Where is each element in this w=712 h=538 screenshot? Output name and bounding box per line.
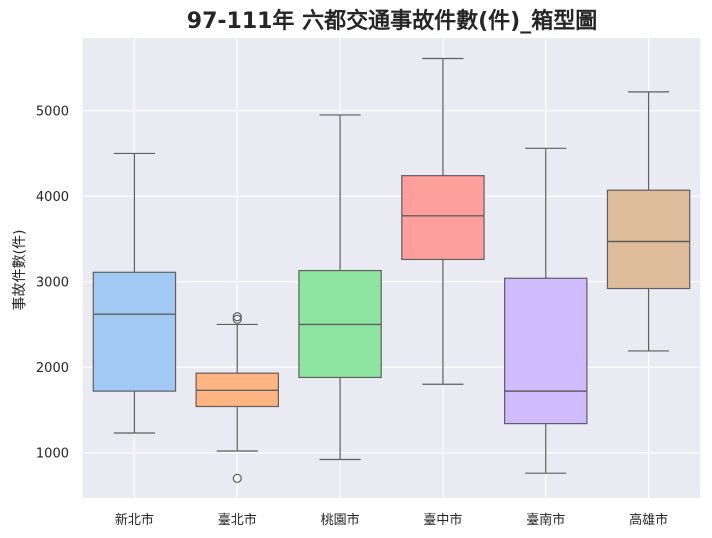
box-1	[92, 152, 177, 434]
x-tick-label: 臺中市	[423, 512, 462, 528]
outlier-point	[232, 314, 242, 324]
box-5	[504, 147, 588, 474]
box-2	[195, 312, 279, 483]
y-tick-label: 5000	[36, 105, 69, 120]
iqr-box	[606, 189, 691, 290]
iqr-box	[504, 277, 588, 425]
y-axis-ticks: 1000 2000 3000 4000 5000	[36, 105, 69, 462]
y-tick-label: 4000	[36, 190, 69, 205]
box-3	[298, 114, 382, 461]
x-tick-label: 高雄市	[629, 512, 668, 528]
outlier-point	[232, 473, 242, 483]
box-4	[401, 57, 485, 385]
iqr-box	[401, 175, 485, 261]
boxes	[92, 57, 691, 483]
x-tick-label: 臺北市	[218, 512, 257, 528]
y-tick-label: 1000	[36, 447, 69, 462]
x-axis-ticks: 新北市 臺北市 桃園市 臺中市 臺南市 高雄市	[115, 512, 668, 528]
y-tick-label: 3000	[36, 276, 69, 291]
x-tick-label: 新北市	[115, 512, 154, 528]
chart-title: 97-111年 六都交通事故件數(件)_箱型圖	[187, 8, 597, 34]
y-tick-label: 2000	[36, 361, 69, 376]
box-6	[606, 91, 691, 352]
outlier-point	[232, 312, 242, 322]
iqr-box	[92, 271, 177, 392]
x-tick-label: 臺南市	[526, 512, 565, 528]
plot-area	[83, 38, 700, 498]
y-axis-label: 事故件數(件)	[12, 230, 28, 311]
x-tick-label: 桃園市	[321, 512, 360, 528]
